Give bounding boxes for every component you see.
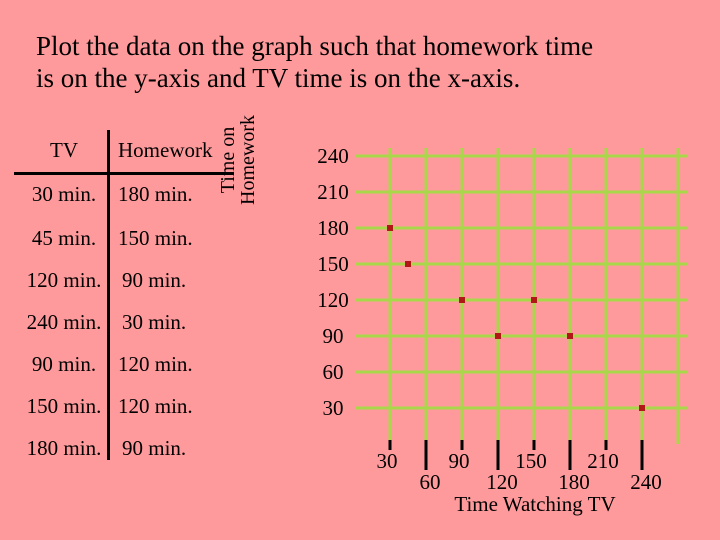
table-cell-homework: 150 min. bbox=[118, 226, 193, 250]
y-tick-label: 180 bbox=[317, 216, 349, 240]
x-tick-label: 30 bbox=[377, 449, 398, 473]
table-divider-horizontal bbox=[14, 172, 234, 175]
data-point bbox=[567, 333, 573, 339]
table-cell-homework: 90 min. bbox=[122, 436, 187, 460]
table-cell-tv: 120 min. bbox=[26, 268, 102, 292]
y-tick-label: 30 bbox=[323, 396, 344, 420]
x-tick-label: 210 bbox=[587, 449, 619, 473]
data-point bbox=[459, 297, 465, 303]
table-cell-homework: 120 min. bbox=[118, 352, 193, 376]
table-cell-tv: 90 min. bbox=[31, 352, 97, 376]
x-axis-label: Time Watching TV bbox=[454, 492, 616, 516]
x-tick-label: 60 bbox=[420, 470, 441, 494]
y-tick-label: 90 bbox=[323, 324, 344, 348]
title-line-2: is on the y-axis and TV time is on the x… bbox=[36, 63, 521, 93]
table-cell-homework: 90 min. bbox=[122, 268, 187, 292]
x-tick-label: 90 bbox=[449, 449, 470, 473]
data-point bbox=[405, 261, 411, 267]
table-cell-tv: 150 min. bbox=[26, 394, 102, 418]
x-tick-label: 180 bbox=[558, 470, 590, 494]
table-divider-vertical bbox=[107, 130, 110, 460]
table-header-homework: Homework bbox=[118, 138, 213, 162]
table-cell-tv: 180 min. bbox=[26, 436, 102, 460]
y-tick-label: 240 bbox=[317, 144, 349, 168]
data-point bbox=[639, 405, 645, 411]
title-line-1: Plot the data on the graph such that hom… bbox=[36, 31, 594, 61]
x-tick-label: 240 bbox=[630, 470, 662, 494]
slide-title: Plot the data on the graph such that hom… bbox=[36, 30, 706, 94]
table-header-tv: TV bbox=[50, 138, 78, 162]
table-cell-homework: 30 min. bbox=[122, 310, 187, 334]
x-tick-label: 120 bbox=[486, 470, 518, 494]
x-tick-label: 150 bbox=[515, 449, 547, 473]
table-cell-tv: 30 min. bbox=[31, 182, 97, 206]
table-cell-homework: 180 min. bbox=[118, 182, 193, 206]
data-point bbox=[495, 333, 501, 339]
y-tick-label: 60 bbox=[323, 360, 344, 384]
y-tick-label: 120 bbox=[317, 288, 349, 312]
table-cell-tv: 240 min. bbox=[26, 310, 102, 334]
data-point bbox=[531, 297, 537, 303]
table-cell-homework: 120 min. bbox=[118, 394, 193, 418]
y-tick-label: 210 bbox=[317, 180, 349, 204]
y-tick-label: 150 bbox=[317, 252, 349, 276]
table-cell-tv: 45 min. bbox=[31, 226, 97, 250]
data-point bbox=[387, 225, 393, 231]
